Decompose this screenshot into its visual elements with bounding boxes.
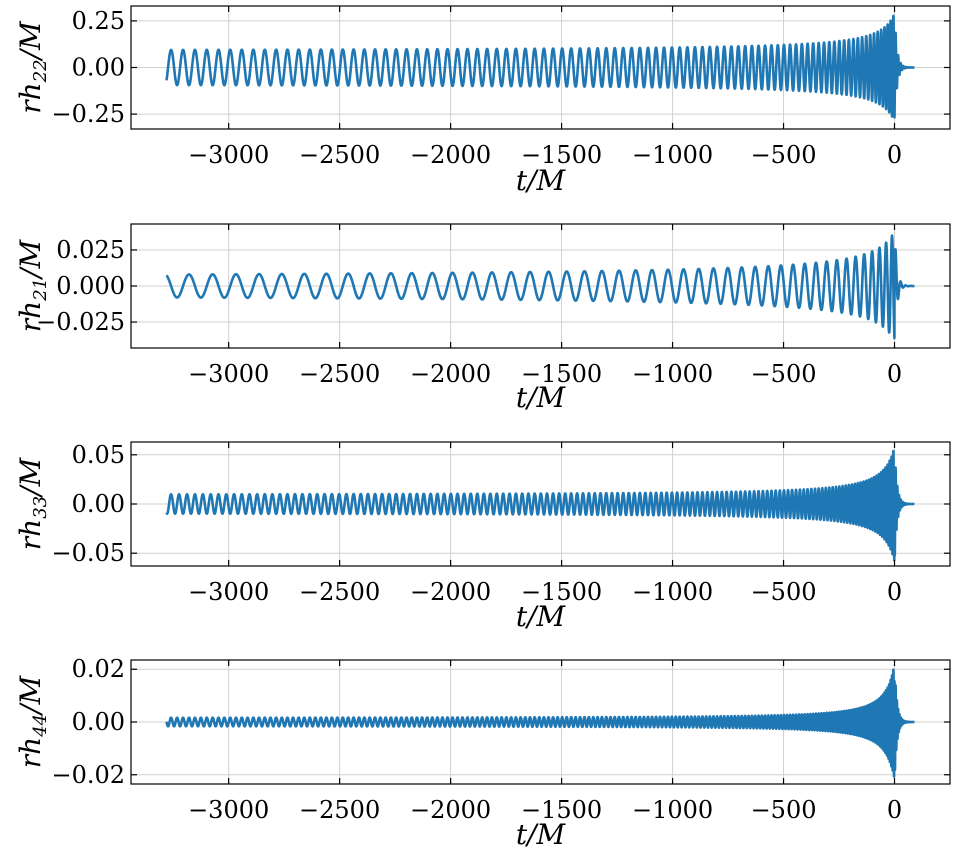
waveform-line [165,234,916,340]
y-tick-label: 0.02 [72,655,125,683]
x-tick-label: −1500 [521,360,602,388]
x-tick-label: −500 [751,360,817,388]
y-axis-label: rh44/M [14,674,51,768]
x-tick-label: −2500 [299,360,380,388]
x-tick-label: −2500 [299,578,380,606]
x-tick-label: −2000 [410,360,491,388]
x-tick-label: −2500 [299,796,380,824]
x-tick-label: −2500 [299,141,380,169]
panel-4: −3000 −2500 −2000 −1500 −1000 −500 0 0.02 0.00 −0… [14,655,951,851]
x-tick-label: −2000 [410,578,491,606]
y-tick-label: 0.00 [72,54,125,82]
x-tick-label: −2000 [410,141,491,169]
waveform-line [165,449,916,562]
y-axis-label: rh21/M [14,238,51,332]
x-tick-label: −1000 [632,360,713,388]
x-axis-label: t/M [516,818,567,851]
x-tick-label: −1500 [521,796,602,824]
y-tick-label: 0.000 [56,272,125,300]
x-tick-label: −500 [751,578,817,606]
y-tick-label: 0.00 [72,708,125,736]
x-tick-label: −500 [751,141,817,169]
x-tick-label: −1500 [521,141,602,169]
y-tick-label: −0.02 [51,761,125,789]
panel-2: −3000 −2500 −2000 −1500 −1000 −500 0 0.025 0.000… [14,223,951,414]
x-tick-label: −3000 [188,360,269,388]
y-tick-label: 0.25 [72,7,125,35]
x-tick-label: 0 [887,360,902,388]
y-tick-label: 0.00 [72,490,125,518]
x-axis-label: t/M [516,381,567,414]
x-axis-label: t/M [516,164,567,197]
panel-1: −3000 −2500 −2000 −1500 −1000 −500 0 0.25 0.00 −0… [14,5,951,197]
y-tick-label: −0.25 [51,100,125,128]
panel-3: −3000 −2500 −2000 −1500 −1000 −500 0 0.05 0.00 −0… [14,441,951,633]
x-tick-label: −3000 [188,578,269,606]
x-tick-label: 0 [887,578,902,606]
x-tick-label: −1000 [632,578,713,606]
x-tick-label: −2000 [410,796,491,824]
y-tick-label: −0.05 [51,539,125,567]
x-tick-label: −1000 [632,141,713,169]
x-tick-label: 0 [887,141,902,169]
y-tick-label: 0.05 [72,441,125,469]
x-tick-label: 0 [887,796,902,824]
x-tick-label: −500 [751,796,817,824]
y-tick-label: −0.025 [36,308,125,336]
y-tick-label: 0.025 [56,236,125,264]
x-tick-label: −1500 [521,578,602,606]
waveform-line [165,668,916,778]
x-tick-label: −1000 [632,796,713,824]
y-axis-label: rh22/M [14,20,51,114]
waveform-line [165,14,916,119]
x-axis-label: t/M [516,600,567,633]
x-tick-label: −3000 [188,141,269,169]
y-axis-label: rh33/M [14,456,51,550]
x-tick-label: −3000 [188,796,269,824]
